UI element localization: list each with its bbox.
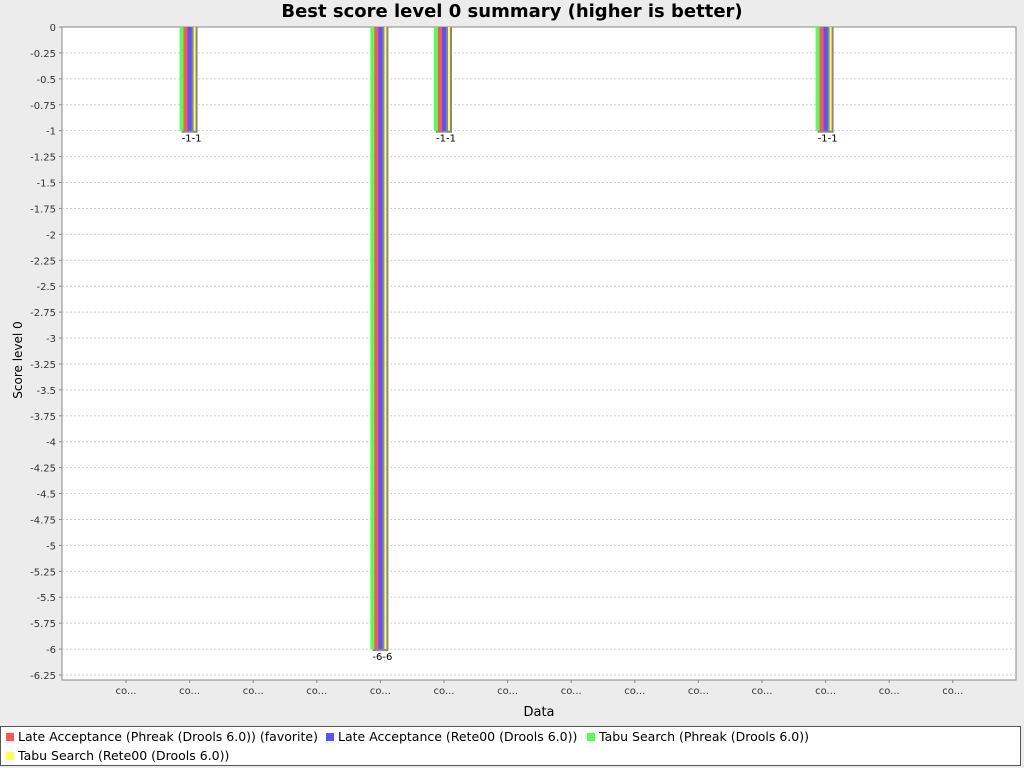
legend-item: Late Acceptance (Rete00 (Drools 6.0)) — [326, 729, 577, 744]
bar — [823, 27, 828, 131]
y-tick-label: -3 — [46, 334, 56, 345]
data-label: -6-6 — [372, 652, 392, 663]
legend-swatch — [6, 751, 14, 760]
grid-lines — [62, 52, 1016, 676]
bar — [434, 27, 438, 131]
legend-label: Tabu Search (Phreak (Drools 6.0)) — [599, 729, 809, 744]
y-tick-label: -5.75 — [30, 619, 56, 630]
x-tick-label: co... — [815, 686, 836, 697]
legend-item: Tabu Search (Phreak (Drools 6.0)) — [587, 729, 809, 744]
bar — [374, 27, 379, 650]
legend-label: Tabu Search (Rete00 (Drools 6.0)) — [18, 748, 230, 763]
x-tick-label: co... — [561, 686, 582, 697]
y-tick-label: -1.25 — [30, 153, 56, 164]
y-tick-label: -0.5 — [36, 75, 56, 86]
plot-area — [61, 26, 1017, 681]
chart-title: Best score level 0 summary (higher is be… — [281, 1, 743, 22]
y-tick-label: -4.25 — [30, 464, 56, 475]
x-tick-label: co... — [306, 686, 327, 697]
data-label: -1-1 — [182, 134, 202, 145]
bar — [179, 27, 184, 131]
y-tick-label: -0.25 — [30, 49, 56, 60]
x-tick-label: co... — [879, 686, 900, 697]
bars — [179, 27, 834, 652]
x-tick-label: co... — [370, 686, 391, 697]
y-tick-label: -3.25 — [30, 360, 56, 371]
y-tick-label: -2.25 — [30, 256, 56, 267]
legend-label: Late Acceptance (Rete00 (Drools 6.0)) — [338, 729, 578, 744]
y-tick-label: -3.75 — [30, 412, 56, 423]
y-tick-label: 0 — [50, 23, 56, 34]
y-axis-ticks: 0 -0.25 -0.5 -0.75 -1 -1.25 -1.5 -1.75 -2 -2.25 -2… — [30, 23, 62, 682]
bar — [815, 27, 820, 131]
bar — [819, 27, 824, 131]
chart-plot: 0 -0.25 -0.5 -0.75 -1 -1.25 -1.5 -1.75 -2 -2.25 -2… — [11, 23, 1017, 720]
x-tick-label: co... — [688, 686, 709, 697]
x-tick-label: co... — [434, 686, 455, 697]
x-tick-label: co... — [752, 686, 773, 697]
y-tick-label: -5.25 — [30, 567, 56, 578]
data-label: -1-1 — [818, 134, 838, 145]
bar — [442, 27, 446, 131]
legend: Late Acceptance (Phreak (Drools 6.0)) (f… — [0, 726, 1021, 766]
x-axis-label: Data — [523, 705, 554, 720]
y-tick-label: -4.75 — [30, 515, 56, 526]
x-tick-label: co... — [243, 686, 264, 697]
bar — [378, 27, 383, 650]
y-tick-label: -6 — [46, 645, 56, 656]
legend-label: Late Acceptance (Phreak (Drools 6.0)) (f… — [18, 729, 318, 744]
y-tick-label: -5 — [46, 541, 56, 552]
legend-swatch — [587, 732, 595, 741]
bar — [438, 27, 442, 131]
bar — [370, 27, 375, 650]
y-tick-label: -1.5 — [36, 179, 56, 190]
bar — [183, 27, 188, 131]
x-tick-label: co... — [116, 686, 137, 697]
x-tick-label: co... — [497, 686, 518, 697]
y-tick-label: -3.5 — [36, 386, 56, 397]
data-labels: -1-1 -6-6 -1-1 -1-1 — [182, 134, 838, 663]
data-label: -1-1 — [436, 134, 456, 145]
y-tick-label: -1.75 — [30, 204, 56, 215]
y-tick-label: -2.5 — [36, 282, 56, 293]
y-tick-label: -2.75 — [30, 308, 56, 319]
y-axis-label: Score level 0 — [11, 321, 25, 398]
legend-item: Tabu Search (Rete00 (Drools 6.0)) — [6, 748, 229, 763]
legend-swatch — [6, 732, 14, 741]
x-tick-label: co... — [942, 686, 963, 697]
y-tick-label: -2 — [46, 230, 56, 241]
y-tick-label: -4.5 — [36, 490, 56, 501]
y-tick-label: -6.25 — [30, 671, 56, 682]
y-tick-label: -5.5 — [36, 593, 56, 604]
y-tick-label: -1 — [46, 127, 56, 138]
x-axis-ticks: co... co... co... co... co... co... co... co...… — [116, 680, 963, 697]
legend-swatch — [326, 732, 334, 741]
legend-item: Late Acceptance (Phreak (Drools 6.0)) (f… — [6, 729, 318, 744]
x-tick-label: co... — [624, 686, 645, 697]
x-tick-label: co... — [179, 686, 200, 697]
y-tick-label: -0.75 — [30, 101, 56, 112]
bar — [187, 27, 192, 131]
y-tick-label: -4 — [46, 438, 56, 449]
